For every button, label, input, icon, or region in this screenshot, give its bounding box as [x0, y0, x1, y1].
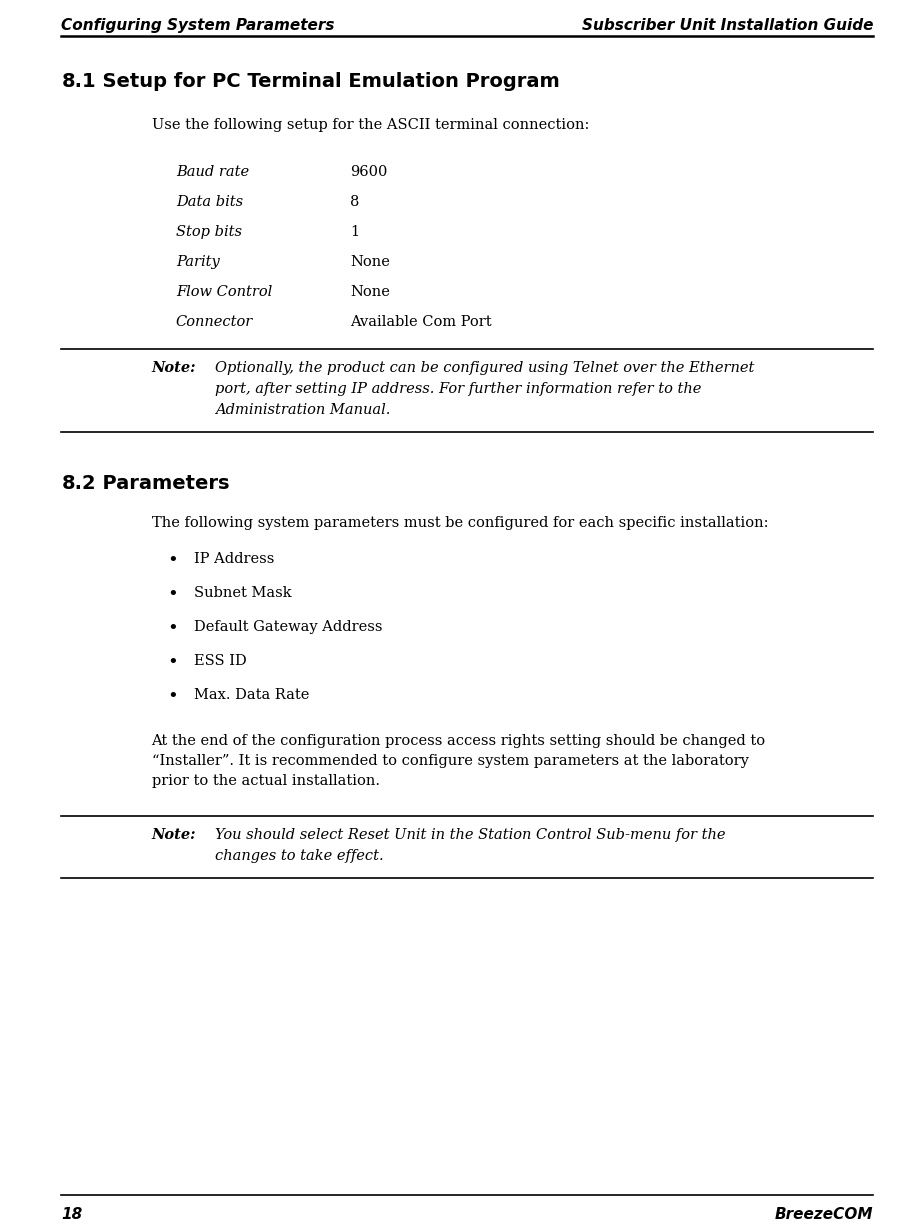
Text: prior to the actual installation.: prior to the actual installation.: [152, 774, 380, 788]
Text: Data bits: Data bits: [176, 195, 243, 209]
Text: ESS ID: ESS ID: [194, 654, 246, 668]
Text: Configuring System Parameters: Configuring System Parameters: [61, 18, 335, 33]
Text: 8.2: 8.2: [61, 474, 96, 493]
Text: Flow Control: Flow Control: [176, 285, 272, 299]
Text: Default Gateway Address: Default Gateway Address: [194, 620, 382, 634]
Text: Stop bits: Stop bits: [176, 225, 242, 239]
Text: •: •: [167, 552, 178, 570]
Text: You should select Reset Unit in the Station Control Sub-menu for the: You should select Reset Unit in the Stat…: [215, 828, 725, 841]
Text: Administration Manual.: Administration Manual.: [215, 403, 390, 416]
Text: Parity: Parity: [176, 255, 220, 269]
Text: 8.1: 8.1: [61, 71, 96, 91]
Text: •: •: [167, 620, 178, 638]
Text: changes to take effect.: changes to take effect.: [215, 849, 383, 862]
Text: “Installer”. It is recommended to configure system parameters at the laboratory: “Installer”. It is recommended to config…: [152, 754, 749, 768]
Text: IP Address: IP Address: [194, 552, 274, 565]
Text: 8: 8: [350, 195, 359, 209]
Text: Available Com Port: Available Com Port: [350, 315, 492, 329]
Text: Note:: Note:: [152, 361, 196, 375]
Text: 18: 18: [61, 1207, 83, 1222]
Text: Connector: Connector: [176, 315, 253, 329]
Text: None: None: [350, 255, 390, 269]
Text: port, after setting IP address. For further information refer to the: port, after setting IP address. For furt…: [215, 382, 701, 395]
Text: Note:: Note:: [152, 828, 196, 841]
Text: •: •: [167, 586, 178, 604]
Text: •: •: [167, 687, 178, 706]
Text: 9600: 9600: [350, 165, 387, 179]
Text: Baud rate: Baud rate: [176, 165, 249, 179]
Text: At the end of the configuration process access rights setting should be changed : At the end of the configuration process …: [152, 734, 766, 748]
Text: Setup for PC Terminal Emulation Program: Setup for PC Terminal Emulation Program: [89, 71, 560, 91]
Text: Use the following setup for the ASCII terminal connection:: Use the following setup for the ASCII te…: [152, 118, 589, 132]
Text: Subnet Mask: Subnet Mask: [194, 586, 291, 600]
Text: The following system parameters must be configured for each specific installatio: The following system parameters must be …: [152, 516, 768, 530]
Text: BreezeCOM: BreezeCOM: [775, 1207, 873, 1222]
Text: Max. Data Rate: Max. Data Rate: [194, 687, 309, 702]
Text: Subscriber Unit Installation Guide: Subscriber Unit Installation Guide: [582, 18, 873, 33]
Text: Optionally, the product can be configured using Telnet over the Ethernet: Optionally, the product can be configure…: [215, 361, 754, 375]
Text: 1: 1: [350, 225, 359, 239]
Text: Parameters: Parameters: [89, 474, 230, 493]
Text: None: None: [350, 285, 390, 299]
Text: •: •: [167, 654, 178, 671]
